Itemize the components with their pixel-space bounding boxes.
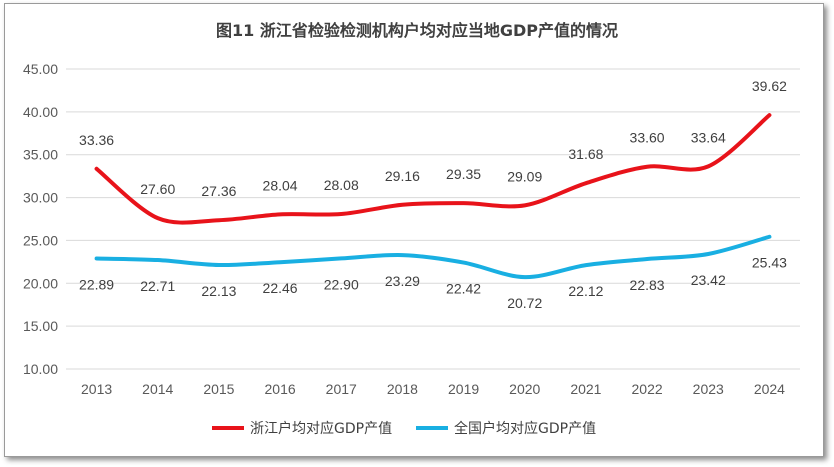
data-label-national: 25.43 [752, 255, 787, 271]
data-label-zhejiang: 28.04 [263, 177, 298, 193]
gridlines [66, 68, 800, 370]
data-label-national: 22.71 [140, 278, 175, 294]
data-label-zhejiang: 39.62 [752, 78, 787, 94]
y-tick-label: 40.00 [23, 104, 58, 120]
chart-title: 图11 浙江省检验检测机构户均对应当地GDP产值的情况 [216, 21, 618, 40]
legend-label-zhejiang: 浙江户均对应GDP产值 [250, 420, 392, 437]
x-tick-label: 2018 [387, 381, 418, 397]
x-tick-label: 2023 [693, 381, 724, 397]
data-label-national: 23.42 [691, 272, 726, 288]
x-tick-label: 2024 [754, 381, 785, 397]
x-tick-label: 2015 [203, 381, 234, 397]
x-tick-label: 2017 [326, 381, 357, 397]
x-tick-label: 2014 [142, 381, 173, 397]
data-label-national: 20.72 [507, 295, 542, 311]
y-tick-label: 10.00 [23, 361, 58, 377]
legend: 浙江户均对应GDP产值 全国户均对应GDP产值 [212, 420, 596, 437]
series-line-zhejiang [94, 113, 772, 225]
data-label-national: 22.42 [446, 281, 481, 297]
x-tick-label: 2020 [509, 381, 540, 397]
data-label-zhejiang: 33.64 [691, 129, 726, 145]
y-tick-label: 25.00 [23, 232, 58, 248]
data-label-national: 22.89 [79, 277, 114, 293]
data-label-national: 23.29 [385, 273, 420, 289]
data-label-zhejiang: 33.60 [630, 130, 665, 146]
series-lines [94, 113, 772, 280]
x-tick-label: 2016 [265, 381, 296, 397]
x-tick-label: 2019 [448, 381, 479, 397]
data-label-zhejiang: 29.09 [507, 168, 542, 184]
data-label-national: 22.46 [263, 280, 298, 296]
series-line-national [94, 234, 772, 280]
data-label-zhejiang: 27.60 [140, 181, 175, 197]
x-tick-label: 2022 [632, 381, 663, 397]
data-label-zhejiang: 29.35 [446, 166, 481, 182]
data-label-zhejiang: 29.16 [385, 168, 420, 184]
y-tick-label: 45.00 [23, 61, 58, 77]
y-tick-label: 35.00 [23, 147, 58, 163]
data-label-zhejiang: 33.36 [79, 132, 114, 148]
data-label-national: 22.90 [324, 276, 359, 292]
data-label-national: 22.83 [630, 277, 665, 293]
x-tick-label: 2013 [81, 381, 112, 397]
chart-frame [4, 3, 824, 457]
x-tick-label: 2021 [570, 381, 601, 397]
y-tick-label: 15.00 [23, 318, 58, 334]
data-label-national: 22.13 [201, 283, 236, 299]
y-axis: 10.00 15.00 20.00 25.00 30.00 35.00 40.00 45.00 [23, 61, 58, 377]
data-label-zhejiang: 28.08 [324, 177, 359, 193]
data-label-zhejiang: 27.36 [201, 183, 236, 199]
legend-label-national: 全国户均对应GDP产值 [454, 420, 596, 437]
x-axis: 2013 2014 2015 2016 2017 2018 2019 2020 2021 2022… [81, 381, 785, 397]
data-label-zhejiang: 31.68 [568, 146, 603, 162]
data-labels: 33.36 27.60 27.36 28.04 28.08 29.16 29.35 29.09… [79, 78, 787, 311]
y-tick-label: 30.00 [23, 190, 58, 206]
y-tick-label: 20.00 [23, 275, 58, 291]
data-label-national: 22.12 [568, 283, 603, 299]
